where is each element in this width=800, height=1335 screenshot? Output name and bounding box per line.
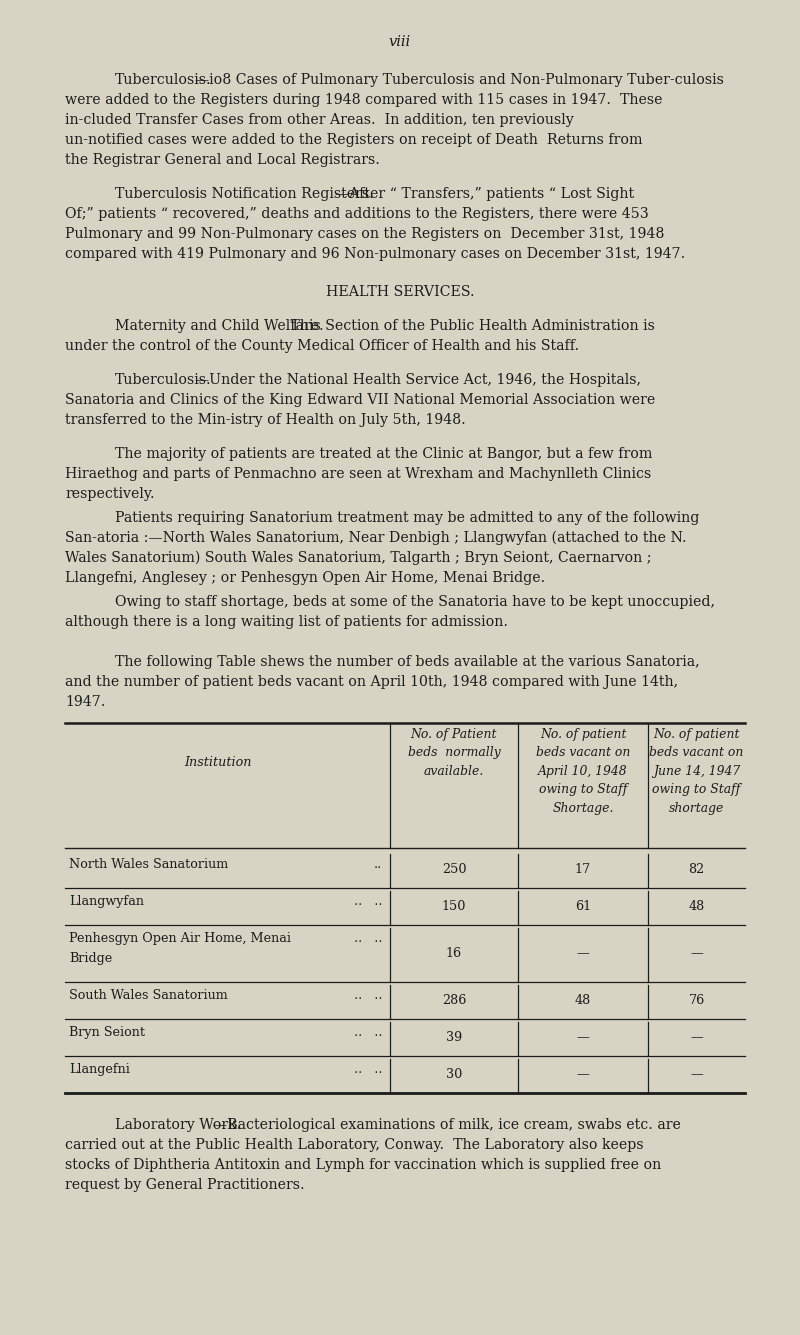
Text: —: —	[577, 1068, 590, 1081]
Text: Bryn Seiont: Bryn Seiont	[69, 1027, 145, 1039]
Text: ..   ..: .. ..	[354, 1063, 382, 1076]
Text: stocks of Diphtheria Antitoxin and Lymph for vaccination which is supplied free : stocks of Diphtheria Antitoxin and Lymph…	[65, 1157, 662, 1172]
Text: Of;” patients “ recovered,” deaths and additions to the Registers, there were 45: Of;” patients “ recovered,” deaths and a…	[65, 207, 649, 222]
Text: No. of patient: No. of patient	[540, 728, 626, 741]
Text: The following Table shews the number of beds available at the various Sanatoria,: The following Table shews the number of …	[115, 655, 700, 669]
Text: —: —	[577, 947, 590, 960]
Text: Llangefni, Anglesey ; or Penhesgyn Open Air Home, Menai Bridge.: Llangefni, Anglesey ; or Penhesgyn Open …	[65, 571, 546, 585]
Text: Tuberculosis.: Tuberculosis.	[115, 372, 212, 387]
Text: Penhesgyn Open Air Home, Menai: Penhesgyn Open Air Home, Menai	[69, 932, 291, 945]
Text: ..   ..: .. ..	[354, 932, 382, 945]
Text: respectively.: respectively.	[65, 487, 154, 501]
Text: Shortage.: Shortage.	[552, 801, 614, 814]
Text: —: —	[577, 1031, 590, 1044]
Text: 1947.: 1947.	[65, 696, 106, 709]
Text: San-atoria :—North Wales Sanatorium, Near Denbigh ; Llangwyfan (attached to the : San-atoria :—North Wales Sanatorium, Nea…	[65, 531, 686, 546]
Text: Pulmonary and 99 Non-Pulmonary cases on the Registers on  December 31st, 1948: Pulmonary and 99 Non-Pulmonary cases on …	[65, 227, 664, 242]
Text: 16: 16	[446, 947, 462, 960]
Text: 17: 17	[575, 862, 591, 876]
Text: —After “ Transfers,” patients “ Lost Sight: —After “ Transfers,” patients “ Lost Sig…	[335, 187, 634, 202]
Text: Owing to staff shortage, beds at some of the Sanatoria have to be kept unoccupie: Owing to staff shortage, beds at some of…	[115, 595, 715, 609]
Text: HEALTH SERVICES.: HEALTH SERVICES.	[326, 284, 474, 299]
Text: Tuberculosis Notification Registers.: Tuberculosis Notification Registers.	[115, 187, 374, 202]
Text: beds vacant on: beds vacant on	[536, 746, 630, 760]
Text: 48: 48	[688, 900, 705, 913]
Text: —: —	[690, 1031, 703, 1044]
Text: Llangefni: Llangefni	[69, 1063, 130, 1076]
Text: carried out at the Public Health Laboratory, Conway.  The Laboratory also keeps: carried out at the Public Health Laborat…	[65, 1137, 644, 1152]
Text: Bridge: Bridge	[69, 952, 112, 965]
Text: owing to Staff: owing to Staff	[539, 784, 627, 796]
Text: compared with 419 Pulmonary and 96 Non-pulmonary cases on December 31st, 1947.: compared with 419 Pulmonary and 96 Non-p…	[65, 247, 686, 262]
Text: This Section of the Public Health Administration is: This Section of the Public Health Admini…	[286, 319, 655, 332]
Text: —Bacteriological examinations of milk, ice cream, swabs etc. are: —Bacteriological examinations of milk, i…	[213, 1117, 681, 1132]
Text: The majority of patients are treated at the Clinic at Bangor, but a few from: The majority of patients are treated at …	[115, 447, 652, 461]
Text: un-notified cases were added to the Registers on receipt of Death  Returns from: un-notified cases were added to the Regi…	[65, 134, 642, 147]
Text: in-cluded Transfer Cases from other Areas.  In addition, ten previously: in-cluded Transfer Cases from other Area…	[65, 113, 574, 127]
Text: beds  normally: beds normally	[408, 746, 500, 760]
Text: beds vacant on: beds vacant on	[650, 746, 744, 760]
Text: —Under the National Health Service Act, 1946, the Hospitals,: —Under the National Health Service Act, …	[194, 372, 641, 387]
Text: April 10, 1948: April 10, 1948	[538, 765, 628, 778]
Text: request by General Practitioners.: request by General Practitioners.	[65, 1177, 305, 1192]
Text: 250: 250	[442, 862, 466, 876]
Text: under the control of the County Medical Officer of Health and his Staff.: under the control of the County Medical …	[65, 339, 579, 352]
Text: ..   ..: .. ..	[354, 894, 382, 908]
Text: South Wales Sanatorium: South Wales Sanatorium	[69, 989, 228, 1003]
Text: 76: 76	[688, 995, 705, 1007]
Text: —: —	[690, 1068, 703, 1081]
Text: and the number of patient beds vacant on April 10th, 1948 compared with June 14t: and the number of patient beds vacant on…	[65, 676, 678, 689]
Text: although there is a long waiting list of patients for admission.: although there is a long waiting list of…	[65, 615, 508, 629]
Text: the Registrar General and Local Registrars.: the Registrar General and Local Registra…	[65, 154, 380, 167]
Text: were added to the Registers during 1948 compared with 115 cases in 1947.  These: were added to the Registers during 1948 …	[65, 93, 662, 107]
Text: 48: 48	[575, 995, 591, 1007]
Text: Patients requiring Sanatorium treatment may be admitted to any of the following: Patients requiring Sanatorium treatment …	[115, 511, 699, 525]
Text: 61: 61	[575, 900, 591, 913]
Text: No. of patient: No. of patient	[654, 728, 740, 741]
Text: Hiraethog and parts of Penmachno are seen at Wrexham and Machynlleth Clinics: Hiraethog and parts of Penmachno are see…	[65, 467, 651, 481]
Text: Maternity and Child Welfare.: Maternity and Child Welfare.	[115, 319, 324, 332]
Text: ..   ..: .. ..	[354, 989, 382, 1003]
Text: North Wales Sanatorium: North Wales Sanatorium	[69, 858, 228, 870]
Text: June 14, 1947: June 14, 1947	[653, 765, 740, 778]
Text: ..: ..	[374, 858, 382, 870]
Text: —: —	[690, 947, 703, 960]
Text: No. of Patient: No. of Patient	[410, 728, 498, 741]
Text: shortage: shortage	[669, 801, 724, 814]
Text: 39: 39	[446, 1031, 462, 1044]
Text: Laboratory Work.: Laboratory Work.	[115, 1117, 242, 1132]
Text: Tuberculosis.: Tuberculosis.	[115, 73, 212, 87]
Text: viii: viii	[389, 35, 411, 49]
Text: 82: 82	[688, 862, 705, 876]
Text: 150: 150	[442, 900, 466, 913]
Text: Llangwyfan: Llangwyfan	[69, 894, 144, 908]
Text: owing to Staff: owing to Staff	[652, 784, 741, 796]
Text: available.: available.	[424, 765, 484, 778]
Text: transferred to the Min-istry of Health on July 5th, 1948.: transferred to the Min-istry of Health o…	[65, 413, 466, 427]
Text: Institution: Institution	[184, 756, 251, 769]
Text: 30: 30	[446, 1068, 462, 1081]
Text: —io8 Cases of Pulmonary Tuberculosis and Non-Pulmonary Tuber-culosis: —io8 Cases of Pulmonary Tuberculosis and…	[194, 73, 723, 87]
Text: ..   ..: .. ..	[354, 1027, 382, 1039]
Text: 286: 286	[442, 995, 466, 1007]
Text: Sanatoria and Clinics of the King Edward VII National Memorial Association were: Sanatoria and Clinics of the King Edward…	[65, 392, 655, 407]
Text: Wales Sanatorium) South Wales Sanatorium, Talgarth ; Bryn Seiont, Caernarvon ;: Wales Sanatorium) South Wales Sanatorium…	[65, 551, 651, 566]
